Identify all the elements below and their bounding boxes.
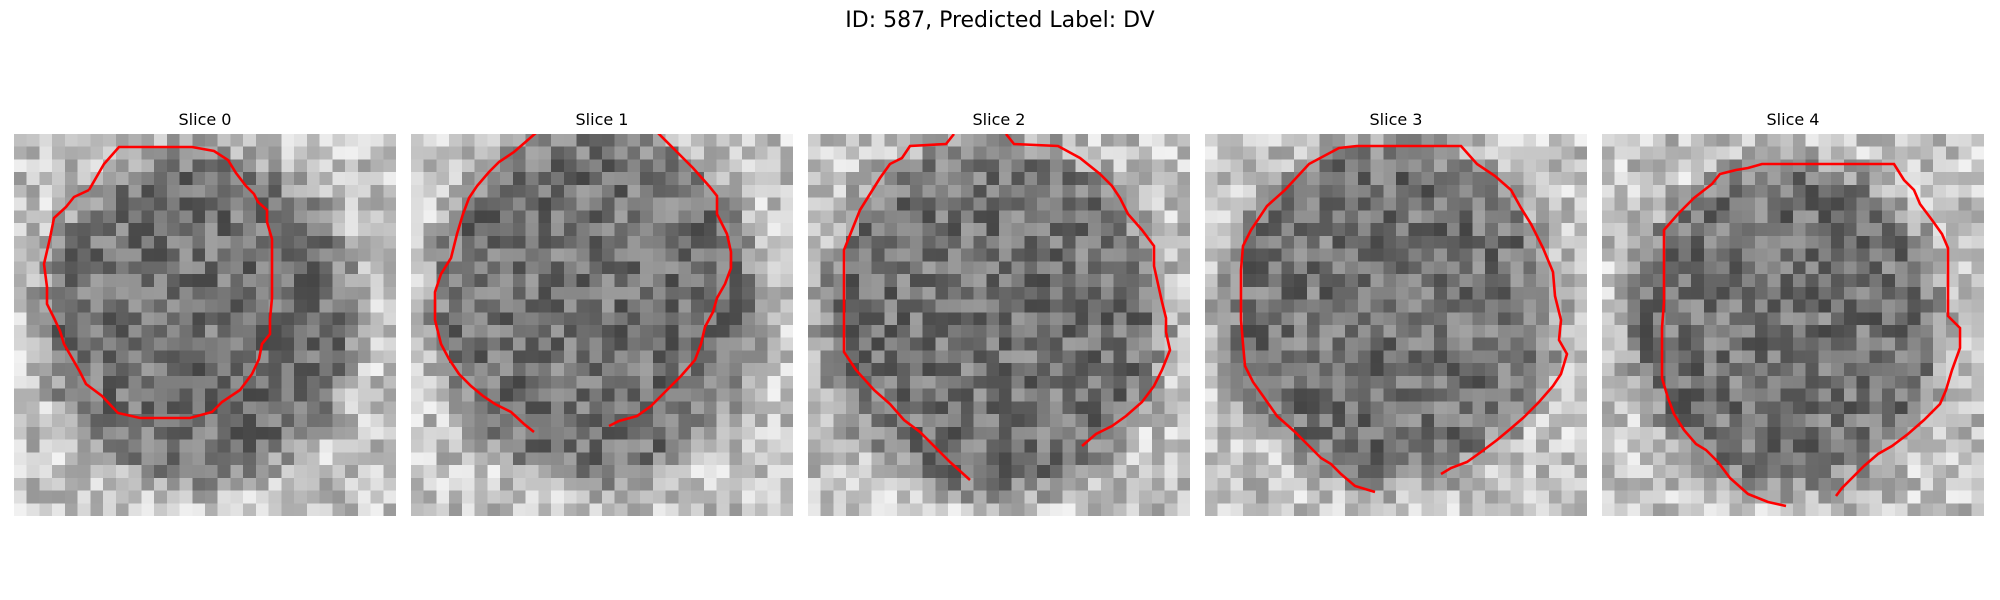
slice-image-0 — [14, 134, 396, 516]
slice-image-2 — [808, 134, 1190, 516]
slice-title-3: Slice 3 — [1369, 110, 1423, 129]
contour-overlay-3 — [1239, 144, 1569, 494]
slice-panel-1: Slice 1 — [411, 110, 793, 516]
segmentation-contour-2b — [1004, 134, 1172, 447]
slice-panel-2: Slice 2 — [808, 110, 1190, 516]
segmentation-contour-2a — [842, 134, 971, 481]
segmentation-contour-4 — [1660, 162, 1962, 508]
slice-panel-4: Slice 4 — [1602, 110, 1984, 516]
slice-title-4: Slice 4 — [1766, 110, 1820, 129]
segmentation-contour-1b — [608, 134, 733, 428]
contour-overlay-1 — [433, 134, 733, 434]
slice-image-3 — [1205, 134, 1587, 516]
segmentation-contour-0 — [42, 145, 274, 420]
slice-title-1: Slice 1 — [575, 110, 629, 129]
slice-panel-3: Slice 3 — [1205, 110, 1587, 516]
slice-panel-0: Slice 0 — [14, 110, 396, 516]
contour-overlay-4 — [1660, 162, 1962, 508]
slice-image-1 — [411, 134, 793, 516]
slice-image-4 — [1602, 134, 1984, 516]
slice-title-2: Slice 2 — [972, 110, 1026, 129]
segmentation-contour-3 — [1239, 144, 1569, 494]
contour-overlay-2 — [842, 134, 1172, 481]
segmentation-contour-1 — [433, 134, 537, 434]
contour-overlay-0 — [42, 145, 274, 420]
figure-title: ID: 587, Predicted Label: DV — [845, 8, 1155, 33]
slice-title-0: Slice 0 — [178, 110, 232, 129]
